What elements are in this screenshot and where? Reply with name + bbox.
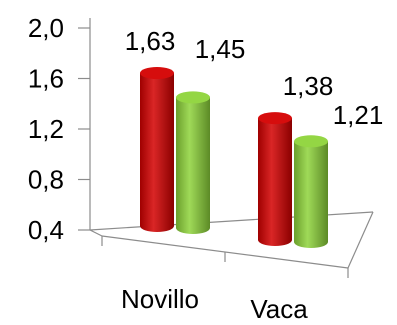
bar-body bbox=[294, 141, 328, 248]
y-tick-label: 2,0 bbox=[28, 13, 64, 43]
x-tick-label: Vaca bbox=[250, 294, 308, 324]
bar-body bbox=[258, 118, 292, 246]
bar-body bbox=[176, 97, 210, 234]
data-label: 1,45 bbox=[195, 34, 246, 64]
bar-novillo-series-2 bbox=[176, 91, 210, 234]
data-labels: 1,63 1,45 1,381,21 bbox=[125, 26, 384, 130]
data-label: 1,38 bbox=[283, 71, 334, 101]
data-label: 1,63 bbox=[125, 26, 176, 56]
data-label: 1,21 bbox=[333, 100, 384, 130]
bar-vaca-series-2 bbox=[294, 135, 328, 248]
y-tick-label: 0,4 bbox=[28, 215, 64, 245]
bar-top bbox=[258, 112, 292, 125]
y-tick-label: 0,8 bbox=[28, 165, 64, 195]
x-axis-labels: Novillo Vaca bbox=[101, 236, 349, 324]
bar-vaca-series-1 bbox=[258, 112, 292, 246]
bar-body bbox=[140, 73, 174, 232]
x-tick-label: Novillo bbox=[121, 284, 199, 314]
bar-top bbox=[294, 135, 328, 148]
floor-side-edge bbox=[89, 229, 103, 237]
floor-right-edge bbox=[347, 211, 374, 269]
y-tick-label: 1,6 bbox=[28, 64, 64, 94]
floor-back-edge bbox=[89, 211, 374, 231]
bar-novillo-series-1 bbox=[140, 67, 174, 232]
y-axis-ticks: 2,0 1,6 1,2 0,8 0,4 bbox=[28, 13, 90, 245]
bar-top bbox=[176, 91, 210, 104]
bars bbox=[140, 67, 328, 248]
bar-top bbox=[140, 67, 174, 80]
y-tick-label: 1,2 bbox=[28, 114, 64, 144]
